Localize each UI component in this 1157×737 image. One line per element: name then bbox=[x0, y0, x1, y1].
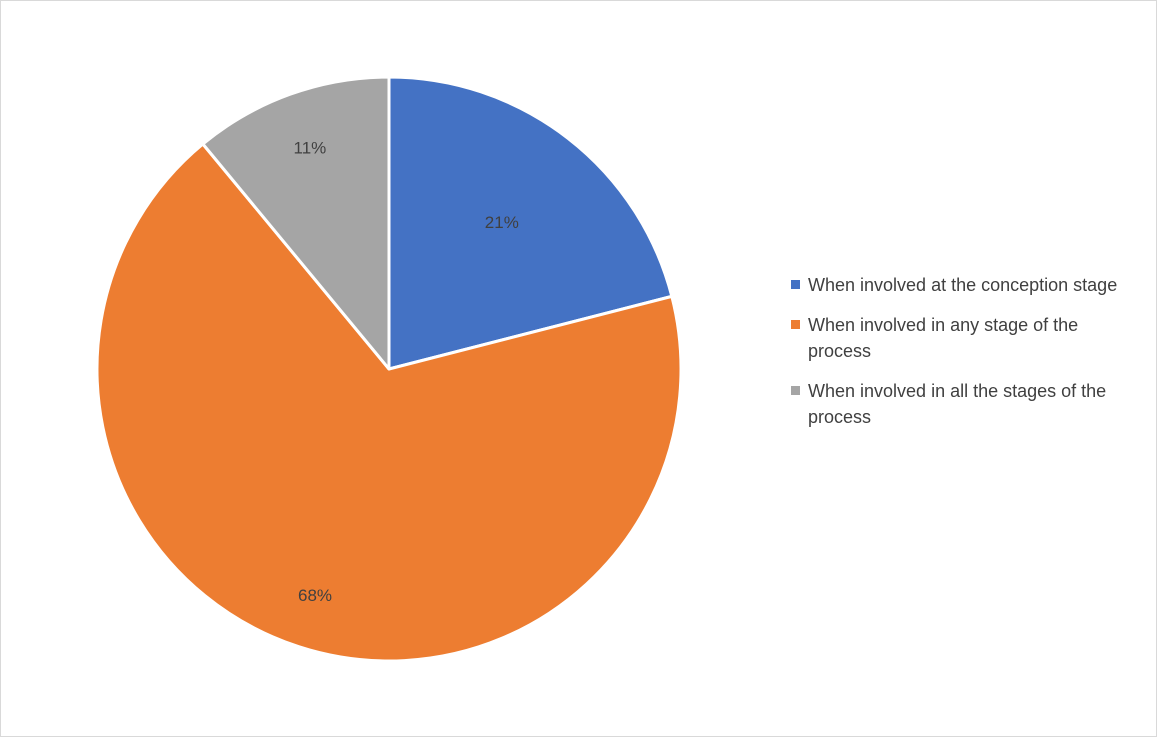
pie-slice-conception bbox=[387, 75, 674, 371]
legend-item-all-stages: When involved in all the stages of the p… bbox=[791, 378, 1141, 430]
pie-slice-any-stage bbox=[95, 142, 683, 663]
legend-label-all-stages: When involved in all the stages of the p… bbox=[808, 381, 1107, 427]
legend: When involved at the conception stage Wh… bbox=[791, 272, 1141, 444]
data-label-conception: 21% bbox=[485, 213, 519, 232]
legend-label-conception: When involved at the conception stage bbox=[808, 275, 1118, 295]
data-label-all-stages: 11% bbox=[294, 139, 327, 158]
legend-swatch-all-stages bbox=[791, 386, 800, 395]
pie-data-labels: 21% 68% 11% bbox=[294, 139, 519, 606]
legend-label-any-stage: When involved in any stage of the proces… bbox=[808, 315, 1079, 361]
legend-item-conception: When involved at the conception stage bbox=[791, 272, 1141, 298]
pie-slice-all-stages bbox=[201, 75, 391, 371]
legend-swatch-any-stage bbox=[791, 320, 800, 329]
pie-slices bbox=[95, 75, 683, 663]
legend-item-any-stage: When involved in any stage of the proces… bbox=[791, 312, 1141, 364]
data-label-any-stage: 68% bbox=[298, 586, 332, 605]
legend-swatch-conception bbox=[791, 280, 800, 289]
